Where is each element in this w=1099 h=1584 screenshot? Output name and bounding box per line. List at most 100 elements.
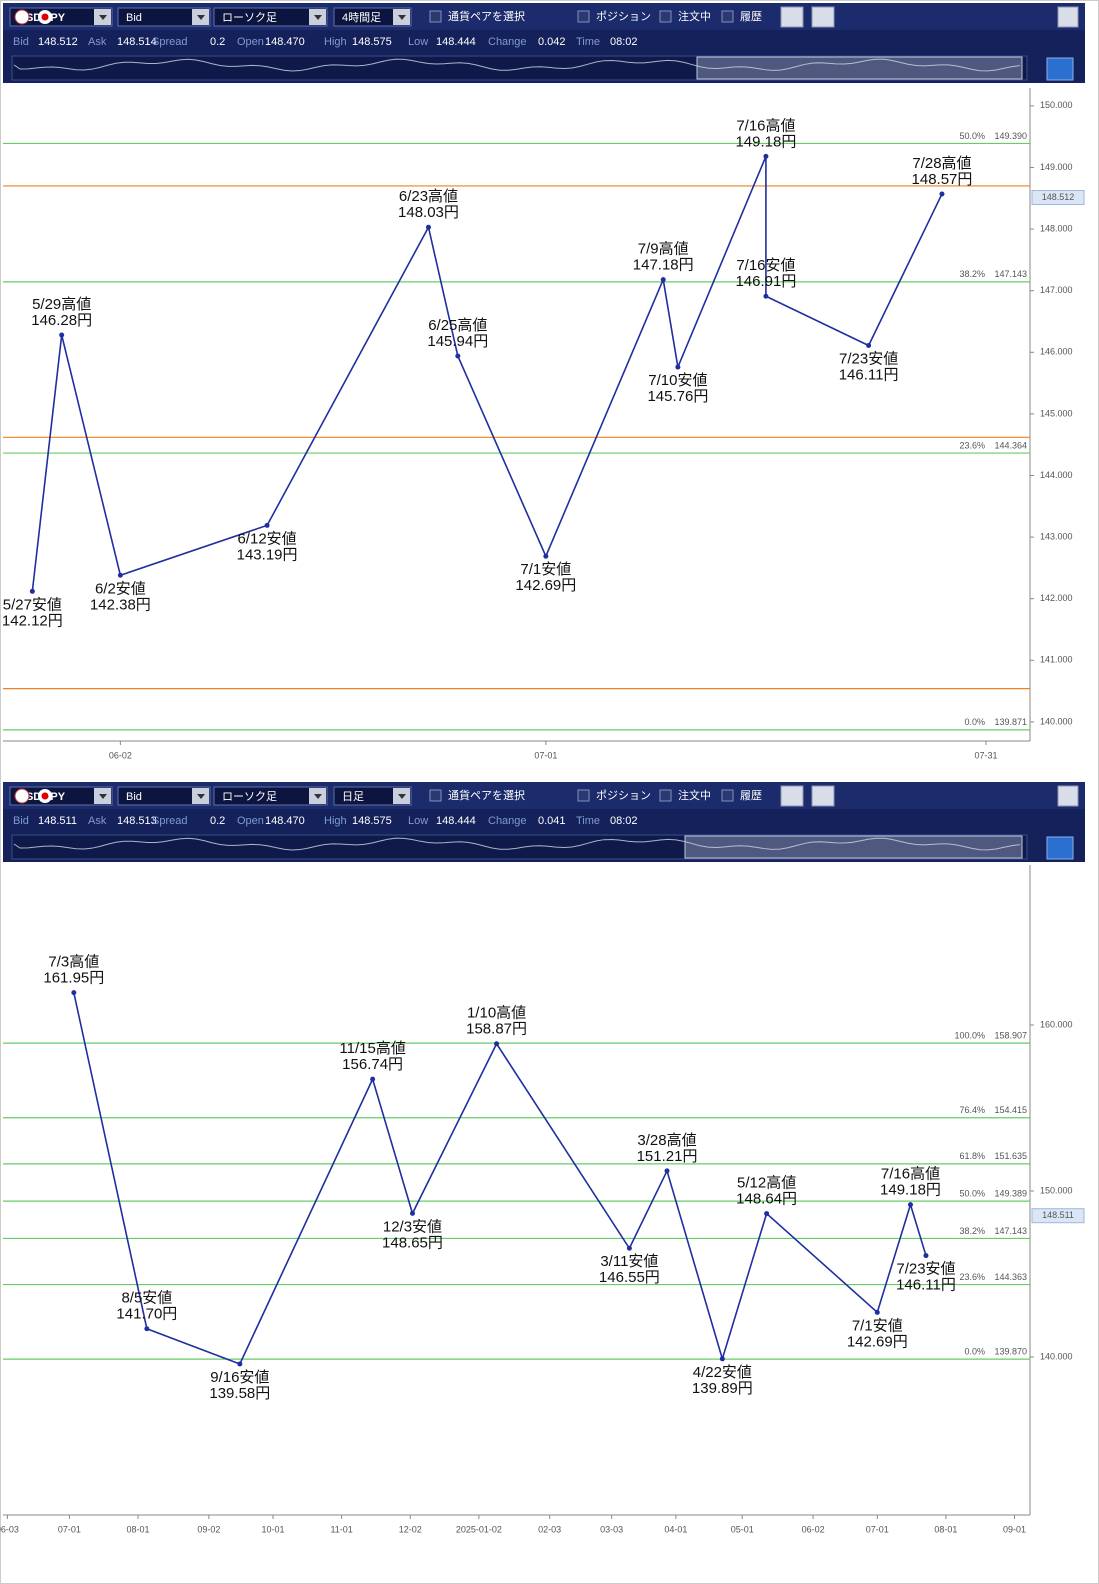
annotation-label: 7/28高値 <box>912 155 971 172</box>
annotation-label: 7/10安値 <box>648 372 707 389</box>
annotation-label: 4/22安値 <box>693 1364 752 1381</box>
period-select[interactable] <box>333 786 412 806</box>
fib-value: 154.415 <box>994 1105 1027 1115</box>
fib-value: 144.363 <box>994 1272 1027 1282</box>
fib-ratio: 23.6% <box>959 440 985 450</box>
checkbox[interactable] <box>577 789 590 802</box>
price-point <box>664 1168 670 1174</box>
quote-value: 08:02 <box>610 815 638 827</box>
navigator-line <box>13 58 1021 72</box>
fib-ratio: 0.0% <box>964 1347 985 1357</box>
annotation-value: 161.95円 <box>43 970 104 987</box>
arrow-icon <box>398 794 406 799</box>
price-point <box>117 572 123 578</box>
price-point <box>144 1326 150 1332</box>
y-tick-label: 149.000 <box>1040 162 1073 172</box>
toggle-label: 注文中 <box>678 9 711 23</box>
checkbox[interactable] <box>429 789 442 802</box>
arrow-icon <box>99 794 107 799</box>
x-tick-label: 06-03 <box>0 1524 19 1534</box>
x-tick-label: 06-02 <box>802 1524 825 1534</box>
flag-us <box>14 788 30 804</box>
annotation-label: 7/1安値 <box>520 561 571 578</box>
annotation-label: 7/16安値 <box>736 257 795 274</box>
quote-value: 0.041 <box>538 815 566 827</box>
checkbox[interactable] <box>721 789 734 802</box>
quote-value: 148.511 <box>38 815 77 827</box>
checkbox[interactable] <box>659 10 672 23</box>
corner-button[interactable] <box>1057 6 1079 28</box>
annotation-value: 146.11円 <box>839 366 899 383</box>
quote-value: 148.470 <box>265 36 305 48</box>
annotation-value: 158.87円 <box>466 1021 527 1038</box>
tool-button[interactable] <box>780 6 804 28</box>
style-select[interactable] <box>213 7 328 27</box>
arrow-icon <box>197 794 205 799</box>
style-select-text: ローソク足 <box>222 790 277 803</box>
price-select[interactable] <box>117 786 211 806</box>
arrow-icon <box>398 15 406 20</box>
annotation-label: 7/9高値 <box>638 241 689 258</box>
navigator-handle[interactable] <box>696 56 1023 80</box>
fib-value: 139.871 <box>994 717 1027 727</box>
tool-button[interactable] <box>811 785 835 807</box>
price-point <box>237 1361 243 1367</box>
expand-button[interactable] <box>1046 57 1074 81</box>
style-select-text: ローソク足 <box>222 11 277 24</box>
checkbox[interactable] <box>659 789 672 802</box>
y-tick-label: 160.000 <box>1040 1019 1073 1029</box>
y-tick-label: 145.000 <box>1040 408 1073 418</box>
navigator-line <box>13 837 1021 851</box>
price-select[interactable] <box>117 7 211 27</box>
fib-value: 158.907 <box>994 1031 1027 1041</box>
quote-label: Open <box>237 36 264 48</box>
x-tick-label: 07-01 <box>534 750 557 760</box>
fib-value: 139.870 <box>994 1347 1027 1357</box>
x-tick-label: 12-02 <box>399 1524 422 1534</box>
price-point <box>719 1356 725 1362</box>
style-select[interactable] <box>213 786 328 806</box>
x-tick-label: 07-01 <box>58 1524 81 1534</box>
toggle-label: ポジション <box>596 789 651 802</box>
quote-value: 148.575 <box>352 815 392 827</box>
price-point <box>543 553 549 559</box>
annotation-label: 9/16安値 <box>210 1369 269 1386</box>
checkbox[interactable] <box>577 10 590 23</box>
checkbox[interactable] <box>721 10 734 23</box>
navigator-handle[interactable] <box>684 835 1023 859</box>
tool-button[interactable] <box>780 785 804 807</box>
quote-label: Spread <box>152 815 187 827</box>
price-point <box>660 277 666 283</box>
pair-select[interactable] <box>9 7 113 27</box>
quote-label: Bid <box>13 815 29 827</box>
fib-ratio: 100.0% <box>954 1031 985 1041</box>
annotation-label: 6/25高値 <box>428 317 487 334</box>
expand-button[interactable] <box>1046 836 1074 860</box>
price-point <box>939 191 945 197</box>
arrow-icon <box>99 15 107 20</box>
quote-label: Low <box>408 36 428 48</box>
annotation-value: 142.12円 <box>2 612 63 629</box>
quote-value: 0.2 <box>210 36 225 48</box>
annotation-value: 139.89円 <box>692 1380 753 1397</box>
tool-button[interactable] <box>811 6 835 28</box>
quote-label: Time <box>576 815 600 827</box>
corner-button[interactable] <box>1057 785 1079 807</box>
quote-label: Ask <box>88 36 107 48</box>
annotation-label: 3/11安値 <box>600 1253 658 1270</box>
annotation-label: 7/23安値 <box>839 350 898 367</box>
fib-ratio: 61.8% <box>959 1151 985 1161</box>
price-point <box>763 293 769 299</box>
fib-ratio: 38.2% <box>959 269 985 279</box>
pair-select[interactable] <box>9 786 113 806</box>
annotation-value: 146.91円 <box>735 273 796 290</box>
plot-area <box>3 865 1030 1515</box>
period-select[interactable] <box>333 7 412 27</box>
checkbox[interactable] <box>429 10 442 23</box>
x-tick-label: 07-31 <box>974 750 997 760</box>
quote-label: Change <box>488 36 527 48</box>
quote-label: Low <box>408 815 428 827</box>
annotation-value: 142.38円 <box>90 596 151 613</box>
annotation-value: 142.69円 <box>847 1333 908 1350</box>
